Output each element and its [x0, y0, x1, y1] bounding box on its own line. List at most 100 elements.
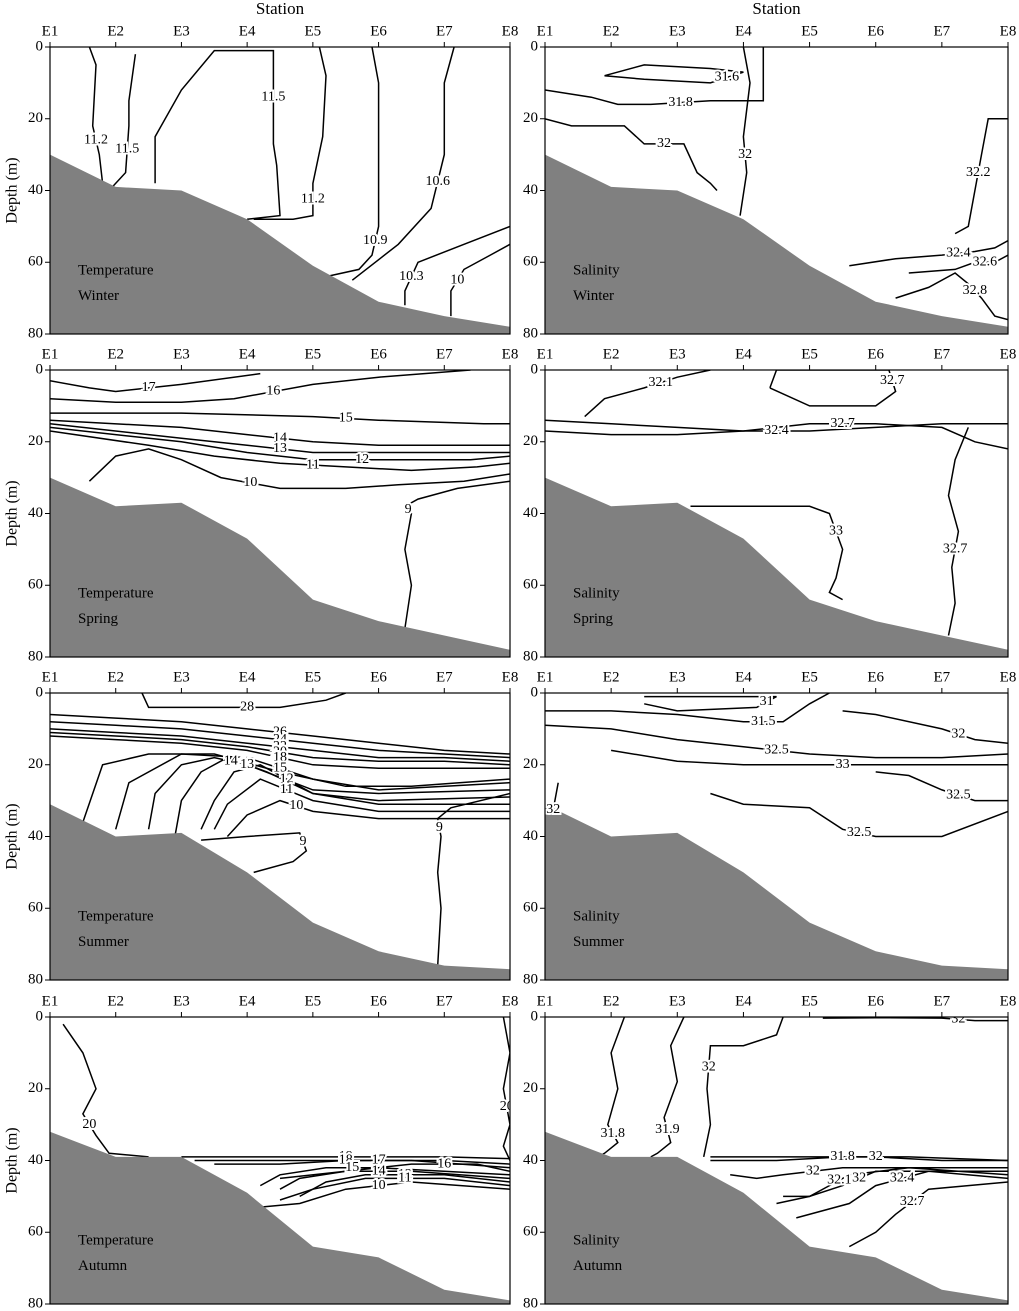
contour-line — [50, 713, 510, 755]
contour-label: 10 — [450, 272, 464, 287]
contour-label: 32 — [951, 726, 965, 741]
contour-label: 11 — [280, 782, 293, 797]
contour-label: 17 — [142, 380, 156, 395]
contour-label: 9 — [300, 834, 307, 849]
x-tick-label: E4 — [239, 669, 256, 685]
contour-line — [702, 1017, 784, 1158]
panel-annotation: Autumn — [573, 1258, 623, 1274]
contour-line — [545, 693, 830, 723]
y-tick-label: 0 — [36, 38, 44, 54]
seabed — [50, 1131, 510, 1304]
x-tick-label: E1 — [42, 346, 59, 362]
contour-line — [50, 426, 510, 461]
panel-annotation: Temperature — [78, 262, 154, 278]
contour-line — [201, 832, 308, 874]
y-tick-label: 0 — [36, 684, 44, 700]
contour-label: 16 — [437, 1156, 451, 1171]
contour-label: 31.5 — [751, 714, 776, 729]
panel-annotation: Salinity — [573, 262, 620, 278]
contour-line — [325, 47, 380, 278]
contour-label: 22 — [273, 739, 287, 754]
contour-line — [783, 1170, 1008, 1198]
contour-line — [50, 412, 510, 425]
y-tick-label: 80 — [28, 648, 43, 664]
panel-annotation: Winter — [573, 288, 614, 304]
contour-label: 32.7 — [880, 373, 905, 388]
y-tick-label: 60 — [523, 254, 538, 270]
contour-line — [50, 735, 510, 770]
plot-area: 31 31.5 32.5 32 33 32.5 32 32.5 — [545, 693, 1008, 980]
contour-line — [796, 1170, 1008, 1219]
x-tick-label: E5 — [801, 993, 818, 1009]
x-tick-label: E3 — [173, 23, 190, 39]
contour-line — [141, 693, 346, 709]
panel: 31 31.5 32.5 32 33 32.5 32 32.5 E1 E2 E3 E4 E5 E6 E7 E8… — [523, 669, 1016, 987]
x-axis-title: Station — [752, 0, 801, 18]
contour-label: 11.5 — [115, 141, 139, 156]
y-tick-label: 0 — [36, 361, 44, 377]
panel-annotation: Summer — [78, 934, 129, 950]
x-tick-label: E5 — [305, 669, 322, 685]
contour-line — [404, 225, 510, 306]
y-tick-label: 60 — [523, 1224, 538, 1240]
contour-label: 10 — [243, 475, 257, 490]
x-tick-label: E4 — [239, 23, 256, 39]
x-tick-label: E6 — [867, 23, 884, 39]
x-tick-label: E3 — [669, 346, 686, 362]
contour-label: 32 — [951, 1012, 965, 1027]
contour-line — [50, 731, 510, 766]
contour-label: 11.2 — [84, 132, 108, 147]
contour-label: 14 — [273, 430, 287, 445]
contour-label: 32.1 — [649, 375, 674, 390]
x-tick-label: E2 — [107, 993, 124, 1009]
contour-label: 32 — [852, 1171, 866, 1186]
contour-line — [849, 240, 1008, 267]
contour-line — [710, 1156, 1008, 1162]
x-tick-label: E6 — [370, 23, 387, 39]
contour-label: 26 — [273, 725, 287, 740]
contour-line — [259, 1166, 510, 1187]
contour-label: 31.9 — [655, 1122, 680, 1137]
contour-label: 32 — [806, 1163, 820, 1178]
y-tick-label: 0 — [531, 361, 539, 377]
panel-annotation: Salinity — [573, 1232, 620, 1248]
contour-label: 32.5 — [847, 825, 872, 840]
plot-area: 11.2 11.5 11.5 11.2 10.9 10.6 10.3 10 — [50, 47, 510, 334]
contour-label: 31.8 — [601, 1126, 626, 1141]
contour-line — [299, 1174, 510, 1198]
contour-label: 17 — [372, 1153, 386, 1168]
contour-label: 32.8 — [963, 283, 988, 298]
contour-line — [50, 430, 510, 472]
contour-line — [597, 1017, 626, 1158]
contour-line — [260, 1181, 510, 1208]
contour-label: 32.5 — [946, 787, 971, 802]
y-axis-title: Depth (m) — [4, 1127, 21, 1193]
contour-label: 11 — [306, 457, 319, 472]
x-tick-label: E6 — [370, 669, 387, 685]
x-tick-label: E7 — [934, 669, 951, 685]
contour-label: 31.8 — [668, 95, 693, 110]
contour-line — [502, 1017, 510, 1161]
x-tick-label: E8 — [502, 669, 519, 685]
contour-label: 28 — [240, 700, 254, 715]
contour-line — [181, 1156, 510, 1160]
contour-line — [174, 756, 510, 837]
contour-line — [610, 749, 1008, 766]
x-tick-label: E5 — [801, 23, 818, 39]
contour-label: 11.2 — [301, 192, 325, 207]
contour-line — [50, 372, 261, 393]
y-tick-label: 60 — [28, 900, 43, 916]
contour-line — [50, 720, 510, 759]
y-tick-label: 20 — [28, 756, 43, 772]
contour-line — [253, 47, 327, 220]
y-tick-label: 60 — [28, 254, 43, 270]
contour-line — [403, 480, 510, 629]
x-tick-label: E4 — [735, 993, 752, 1009]
x-tick-label: E4 — [735, 23, 752, 39]
contour-line — [50, 423, 510, 454]
contour-label: 11 — [398, 1171, 411, 1186]
y-axis-title: Depth (m) — [4, 157, 21, 223]
contour-label: 32.4 — [890, 1171, 915, 1186]
